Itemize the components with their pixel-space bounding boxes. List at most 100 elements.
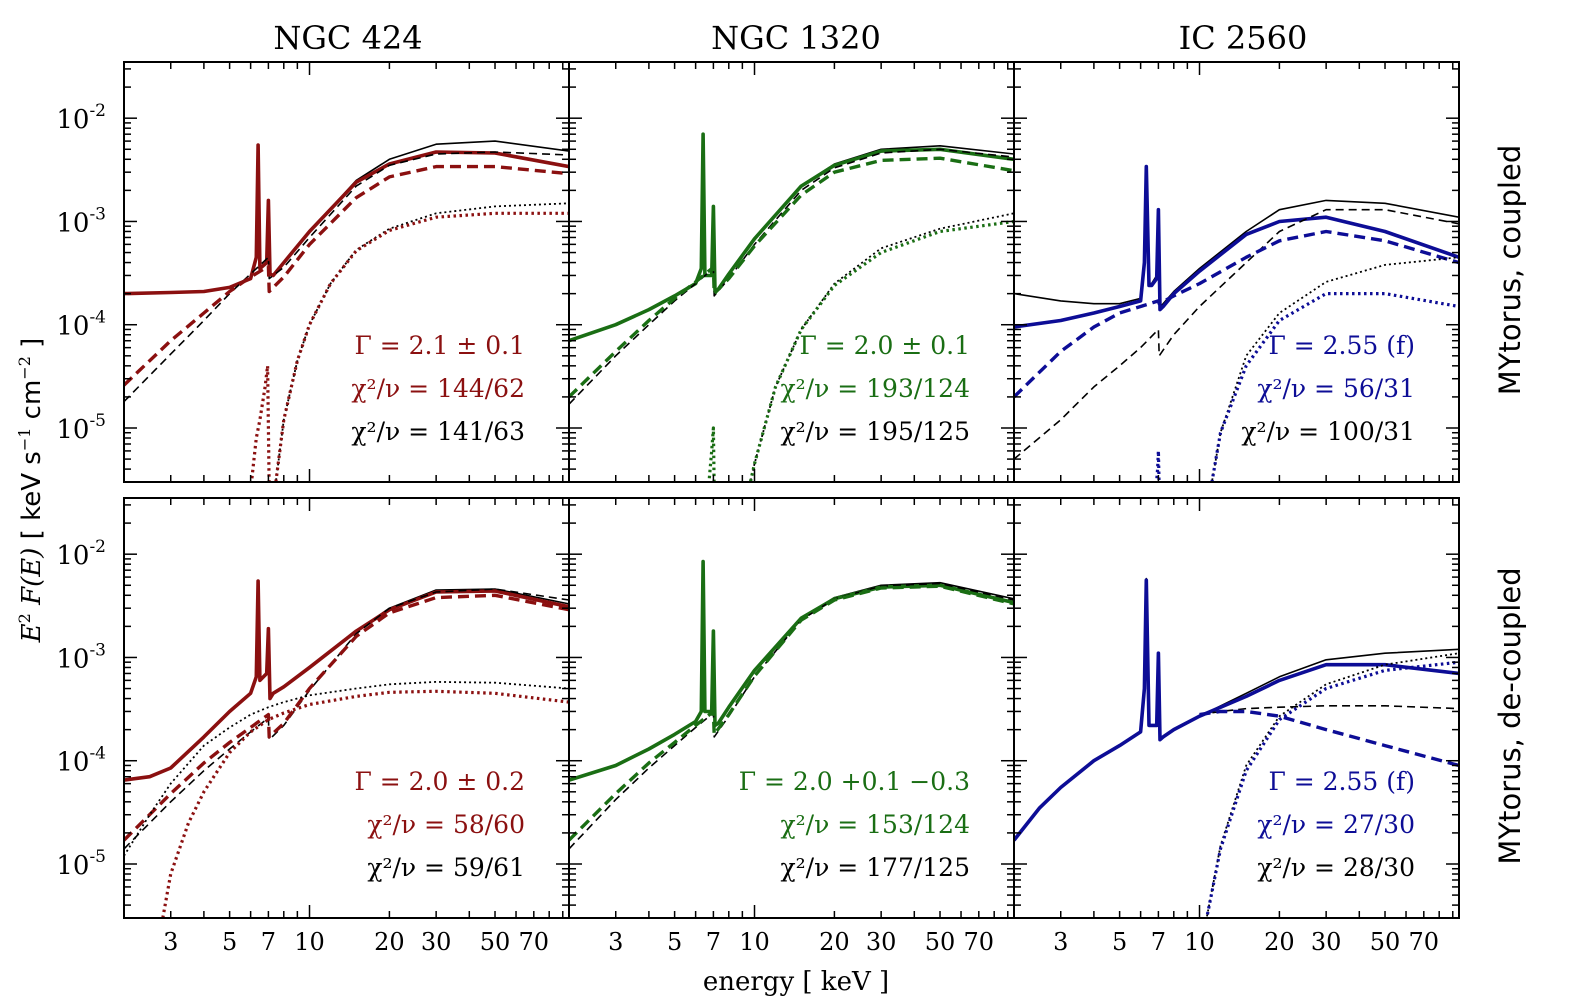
column-title-ic2560: IC 2560	[1179, 19, 1308, 57]
annotation-chi2-fit: χ²/ν = 144/62	[351, 374, 525, 403]
column-title-ngc424: NGC 424	[273, 19, 422, 57]
chart-panel-6: 3 5 7 10 20 30 50 70 Γ = 2.55 (f) χ²/ν = 27/30 χ²/…	[1013, 497, 1460, 956]
y-label-e: E	[17, 623, 47, 643]
series-line-dotted-data	[1205, 660, 1459, 918]
series-line-solid-data	[1014, 164, 1459, 329]
x-tick-label: 20	[1264, 928, 1295, 956]
series-line-solid-model	[569, 560, 1014, 781]
series-line-dashed-model	[124, 151, 569, 403]
x-tick-label: 3	[163, 928, 178, 956]
annotation-chi2-model: χ²/ν = 59/61	[367, 853, 525, 882]
series-line-dashed-data	[569, 156, 1014, 399]
chart-panel-5: 3 5 7 10 20 30 50 70 Γ = 2.0 +0.1 −0.3 χ²/ν = 153…	[568, 497, 1015, 956]
series-line-solid-data	[569, 559, 1014, 782]
annotation-chi2-model: χ²/ν = 177/125	[781, 853, 971, 882]
y-tick-label: 10-3	[56, 640, 106, 674]
column-title-ngc1320: NGC 1320	[711, 19, 881, 57]
x-tick-label: 50	[480, 928, 511, 956]
series-line-dashed-model	[569, 148, 1014, 405]
y-tick-exp: -4	[89, 744, 106, 764]
annotation-gamma: Γ = 2.0 ± 0.2	[354, 767, 525, 796]
y-tick-label: 10-5	[56, 847, 106, 881]
x-tick-label: 70	[1409, 928, 1440, 956]
annotation-chi2-fit: χ²/ν = 58/60	[367, 810, 525, 839]
x-tick-label: 5	[1112, 928, 1127, 956]
series-group	[124, 140, 569, 482]
y-tick-label: 10-3	[56, 204, 106, 238]
x-tick-label: 70	[519, 928, 550, 956]
y-label-unit-a: [ keV s	[17, 451, 47, 539]
annotation-gamma: Γ = 2.55 (f)	[1268, 767, 1415, 796]
annotation-chi2-fit: χ²/ν = 193/124	[781, 374, 971, 403]
chart-panel-1: 10-210-310-410-5Γ = 2.1 ± 0.1χ²/ν = 144/…	[56, 61, 570, 483]
series-line-dotted-data	[249, 211, 569, 482]
series-line-solid-model	[1014, 577, 1459, 841]
series-group	[569, 132, 1014, 482]
y-tick-label: 10-4	[56, 308, 106, 342]
annotation-chi2-model: χ²/ν = 100/31	[1241, 417, 1415, 446]
x-tick-label: 5	[222, 928, 237, 956]
series-group	[124, 579, 569, 918]
series-line-solid-model	[1014, 168, 1459, 308]
series-line-dashed-model	[1014, 208, 1459, 460]
y-label-unit-b: cm	[17, 380, 47, 428]
chart-panel-3: Γ = 2.55 (f) χ²/ν = 56/31 χ²/ν = 100/31	[1013, 61, 1460, 483]
series-line-dotted-data	[1154, 292, 1459, 482]
y-tick-base: 10	[56, 748, 89, 778]
series-group	[1014, 164, 1459, 482]
chart-panel-2: Γ = 2.0 ± 0.1 χ²/ν = 193/124 χ²/ν = 195/12…	[568, 61, 1015, 483]
x-tick-label: 7	[706, 928, 721, 956]
y-tick-base: 10	[56, 312, 89, 342]
series-line-dashed-data	[1199, 709, 1459, 768]
y-label-unit-c: ]	[17, 338, 47, 356]
annotation-chi2-fit: χ²/ν = 27/30	[1257, 810, 1415, 839]
y-tick-exp: -5	[89, 411, 106, 431]
x-tick-label: 7	[261, 928, 276, 956]
x-tick-label: 10	[739, 928, 770, 956]
annotation-chi2-fit: χ²/ν = 56/31	[1257, 374, 1415, 403]
y-tick-base: 10	[56, 851, 89, 881]
y-tick-label: 10-2	[56, 101, 106, 135]
series-group	[1014, 577, 1459, 918]
y-tick-exp: -3	[89, 204, 106, 224]
annotation-gamma: Γ = 2.55 (f)	[1268, 331, 1415, 360]
y-label-e-exp: 2	[15, 613, 34, 623]
chart-panel-4: 10-210-310-410-53 5 7 10 20 30 50 70Γ = 2.0 ± 0…	[56, 497, 570, 956]
y-tick-base: 10	[56, 105, 89, 135]
series-line-dashed-data	[569, 584, 1014, 842]
series-line-solid-data	[569, 132, 1014, 343]
x-tick-label: 10	[294, 928, 325, 956]
series-line-dotted-data	[161, 689, 569, 918]
panels: 10-210-310-410-5Γ = 2.1 ± 0.1χ²/ν = 144/…	[56, 61, 1460, 956]
panel-frame	[1013, 497, 1460, 919]
row-label-coupled: MYtorus, coupled	[1493, 145, 1527, 395]
x-tick-label: 30	[421, 928, 452, 956]
x-tick-label: 70	[964, 928, 995, 956]
series-line-dashed-data	[124, 164, 569, 387]
annotation-chi2-model: χ²/ν = 195/125	[781, 417, 971, 446]
x-tick-label: 20	[819, 928, 850, 956]
y-tick-base: 10	[56, 415, 89, 445]
y-label-cm-exp: −2	[15, 356, 34, 380]
series-line-dotted-model	[1205, 652, 1459, 918]
x-tick-label: 20	[374, 928, 405, 956]
series-line-dashed-model	[1199, 704, 1459, 716]
x-tick-label: 30	[866, 928, 897, 956]
series-line-dashed-data	[1014, 229, 1459, 399]
series-line-solid-model	[124, 140, 569, 295]
y-tick-exp: -5	[89, 847, 106, 867]
series-line-dashed-model	[124, 588, 569, 850]
x-tick-label: 30	[1311, 928, 1342, 956]
y-label-fe: F(E)	[17, 539, 47, 613]
annotation-gamma: Γ = 2.0 ± 0.1	[799, 331, 970, 360]
row-label-decoupled: MYtorus, de-coupled	[1493, 567, 1527, 864]
annotation-gamma: Γ = 2.0 +0.1 −0.3	[739, 767, 970, 796]
y-tick-base: 10	[56, 644, 89, 674]
x-tick-label: 10	[1184, 928, 1215, 956]
series-line-solid-model	[569, 133, 1014, 342]
x-tick-label: 50	[1370, 928, 1401, 956]
x-tick-label: 7	[1151, 928, 1166, 956]
y-tick-base: 10	[56, 208, 89, 238]
series-group	[569, 559, 1014, 850]
